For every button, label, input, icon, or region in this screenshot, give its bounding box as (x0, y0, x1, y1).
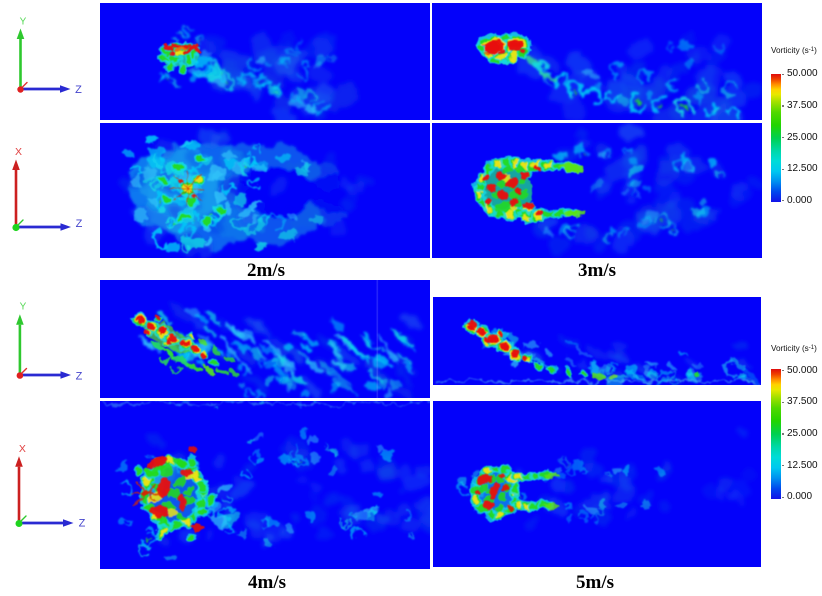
svg-text:X: X (15, 146, 22, 158)
svg-text:Z: Z (76, 371, 83, 383)
svg-text:Z: Z (79, 518, 86, 530)
svg-text:Z: Z (75, 84, 82, 96)
svg-text:X: X (19, 443, 26, 455)
svg-text:Y: Y (20, 302, 27, 313)
svg-text:Y: Y (20, 17, 27, 28)
svg-text:Z: Z (76, 218, 83, 230)
